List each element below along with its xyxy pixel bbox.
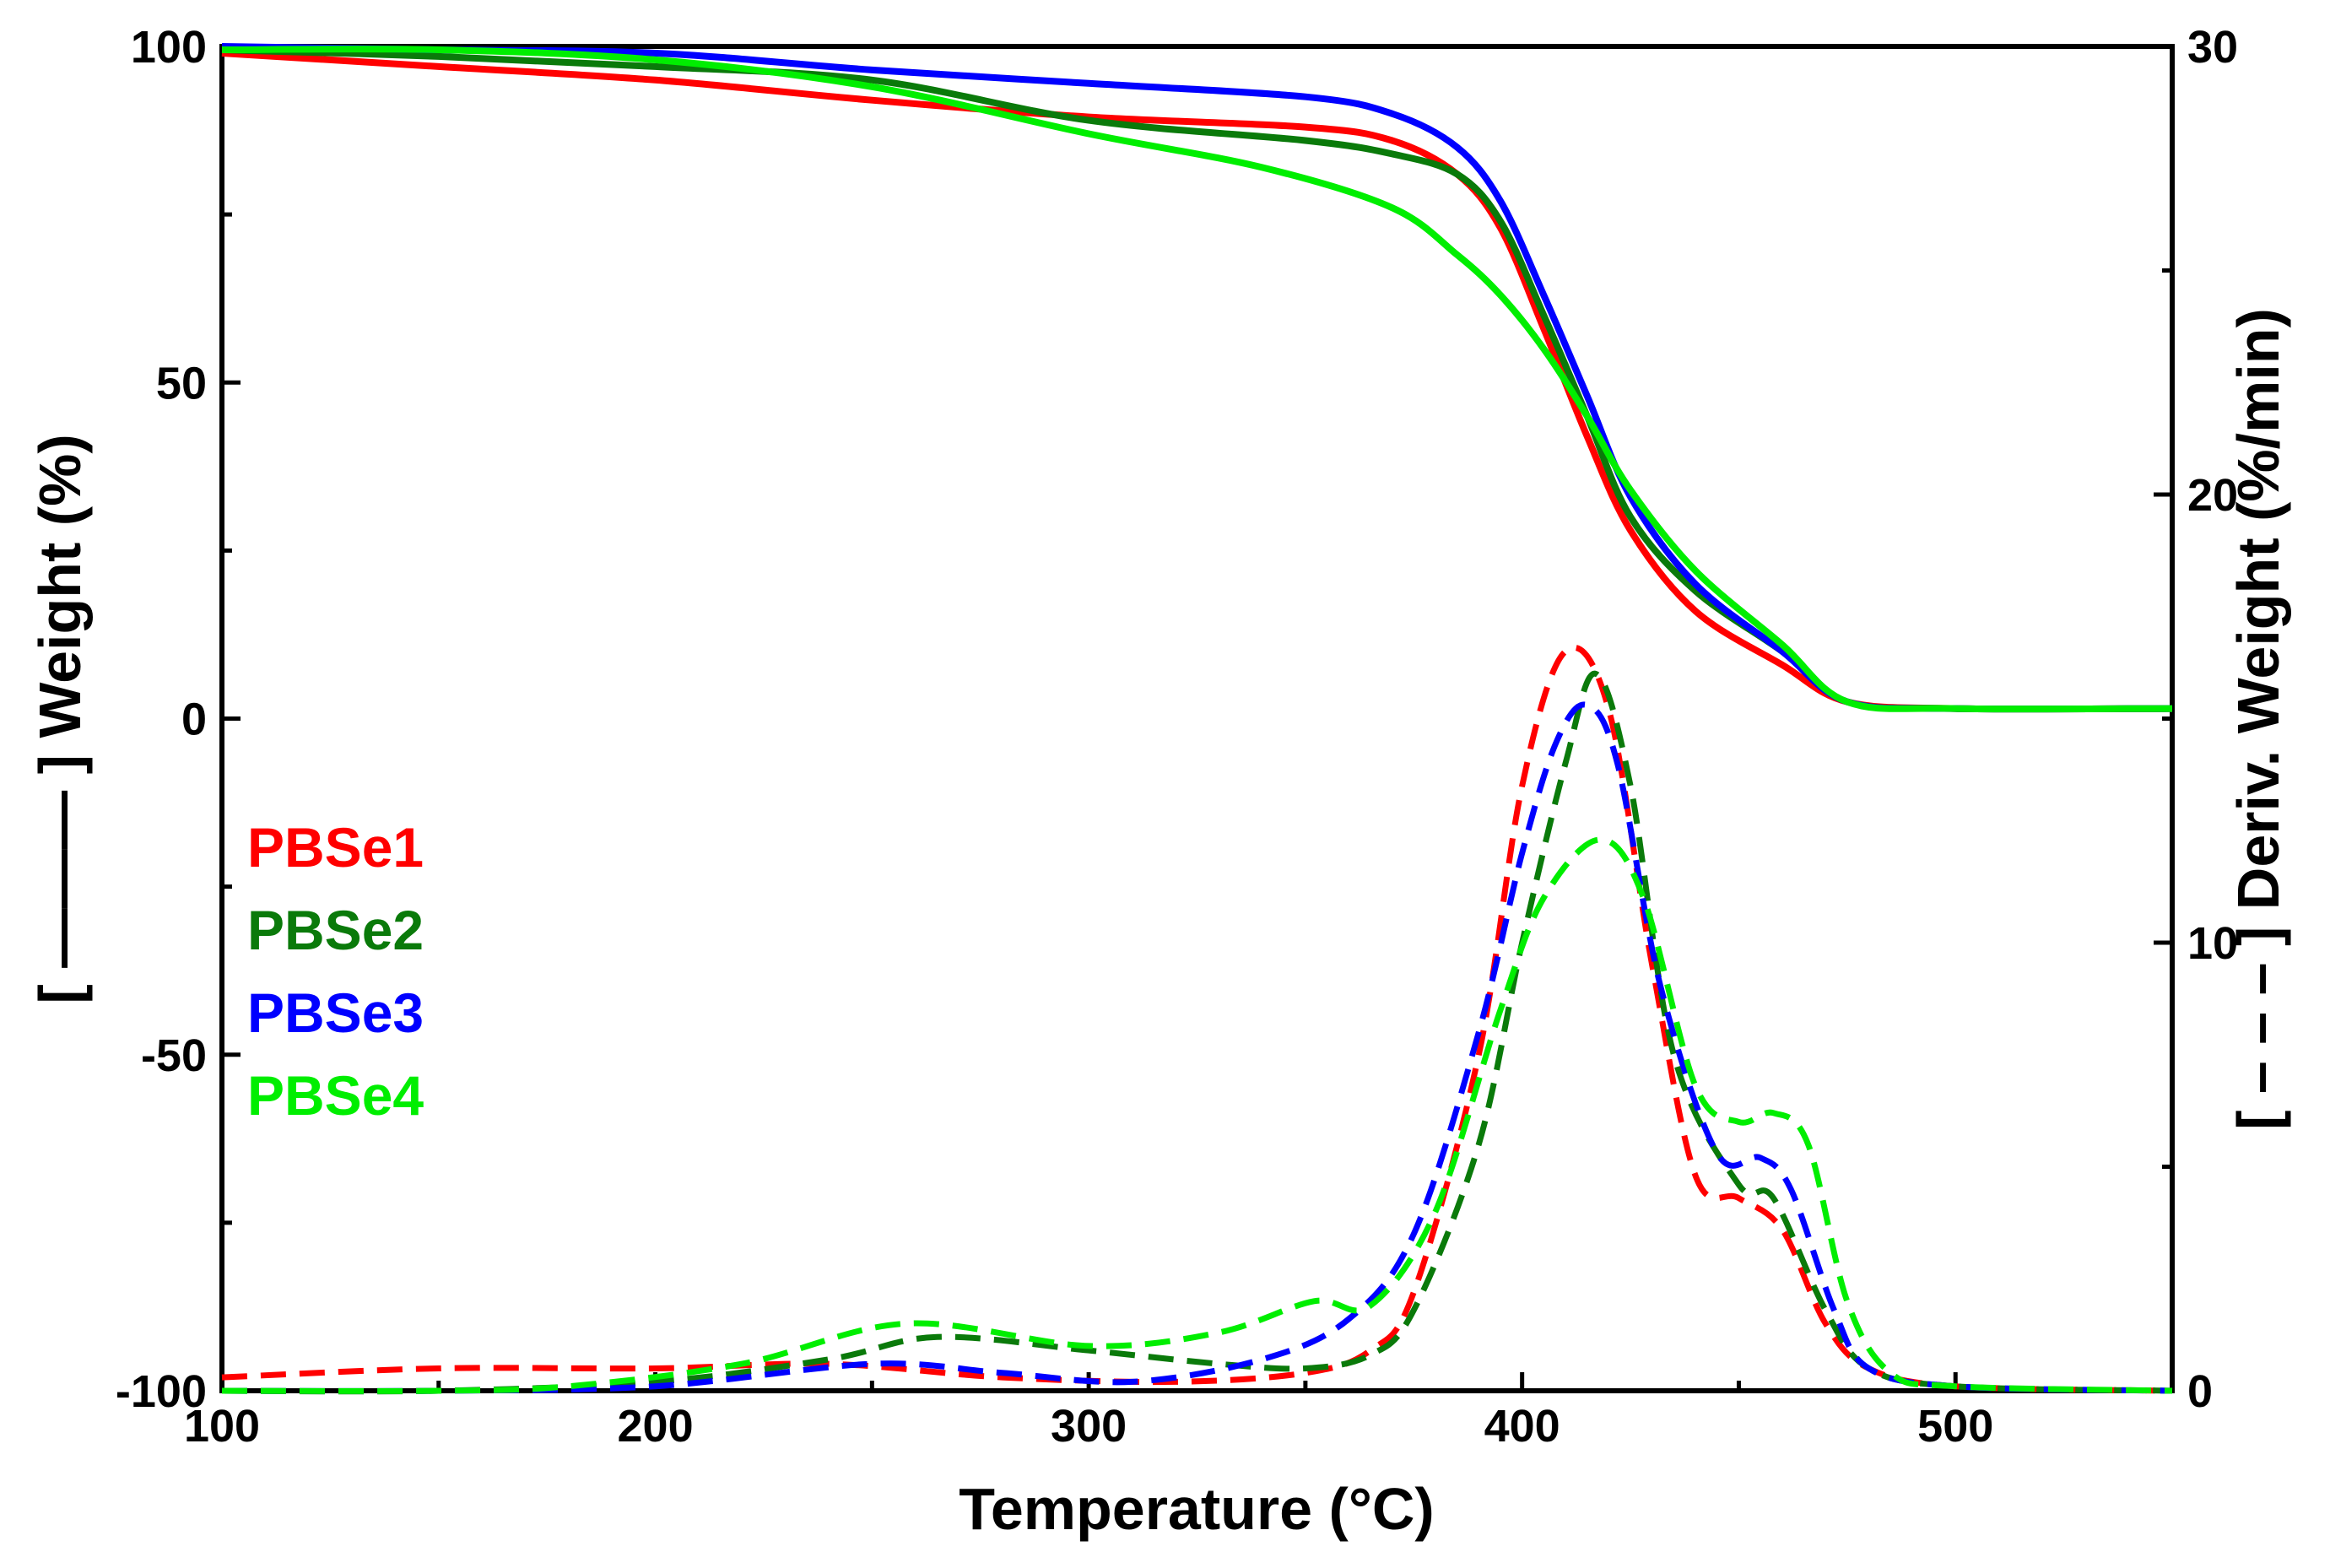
deriv-line-pbse2 <box>221 670 2173 1395</box>
plot-frame <box>219 44 2175 1393</box>
legend-entry-pbse2: PBSe2 <box>247 899 424 961</box>
tick-marks <box>219 44 2175 1393</box>
weight-line-pbse3 <box>221 43 2173 713</box>
y-axis-title-left: [ ——— ] Weight (%) <box>27 434 93 1003</box>
legend: PBSe1 PBSe2 PBSe3 PBSe4 <box>247 816 424 1127</box>
x-tick-label: 100 <box>184 1401 260 1452</box>
y-left-tick-label: 100 <box>131 22 207 73</box>
legend-entry-pbse1: PBSe1 <box>247 816 424 879</box>
series-layer <box>221 43 2173 1395</box>
deriv-line-pbse4 <box>221 836 2173 1394</box>
y-left-tick-label: -100 <box>116 1366 207 1417</box>
weight-line-pbse2 <box>221 46 2173 713</box>
x-tick-label: 500 <box>1917 1401 1993 1452</box>
tick-labels: 100 200 300 400 500 -100 -50 0 50 100 0 10 20 30 <box>116 22 2238 1452</box>
legend-entry-pbse3: PBSe3 <box>247 981 424 1044</box>
x-tick-label: 400 <box>1484 1401 1560 1452</box>
y-right-tick-label: 0 <box>2187 1366 2213 1417</box>
y-right-tick-label: 30 <box>2187 22 2238 73</box>
y-axis-title-right: [ – – – ] Deriv. Weight (%/min) <box>2225 308 2291 1130</box>
x-axis-title: Temperature (°C) <box>959 1476 1434 1542</box>
deriv-line-pbse3 <box>221 701 2173 1394</box>
y-left-tick-label: 50 <box>156 358 207 408</box>
weight-line-pbse4 <box>221 46 2173 713</box>
x-tick-label: 200 <box>618 1401 694 1452</box>
y-right-tick-label: 10 <box>2187 918 2238 969</box>
y-left-tick-label: 0 <box>181 695 207 745</box>
y-right-tick-label: 20 <box>2187 470 2238 521</box>
legend-entry-pbse4: PBSe4 <box>247 1064 424 1127</box>
y-left-tick-label: -50 <box>141 1030 207 1081</box>
deriv-line-pbse1 <box>221 644 2173 1394</box>
x-tick-label: 300 <box>1051 1401 1127 1452</box>
